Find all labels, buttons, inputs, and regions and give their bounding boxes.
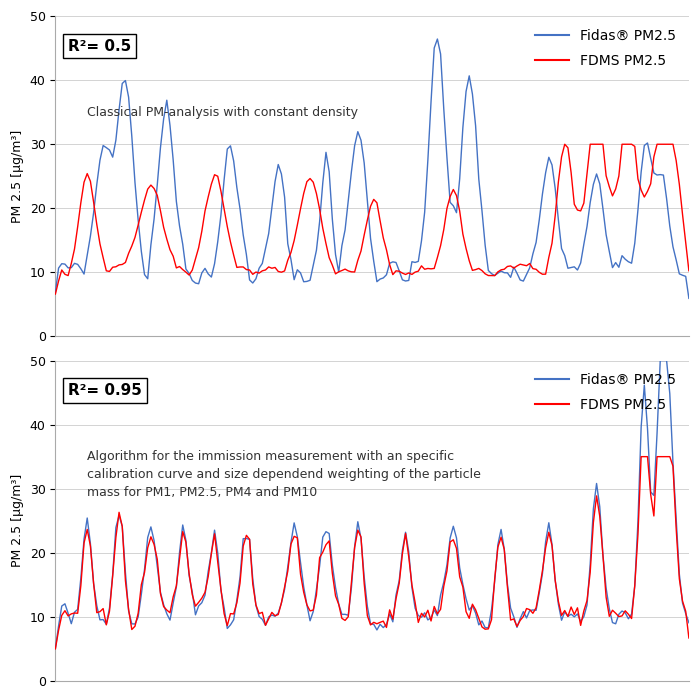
Y-axis label: PM 2.5 [μg/m³]: PM 2.5 [μg/m³]	[11, 474, 24, 567]
Text: Classical PM-analysis with constant density: Classical PM-analysis with constant dens…	[87, 106, 358, 119]
Text: Algorithm for the immission measurement with an specific
calibration curve and s: Algorithm for the immission measurement …	[87, 450, 481, 499]
Legend: Fidas® PM2.5, FDMS PM2.5: Fidas® PM2.5, FDMS PM2.5	[529, 23, 682, 74]
Text: R²= 0.5: R²= 0.5	[68, 38, 132, 53]
Legend: Fidas® PM2.5, FDMS PM2.5: Fidas® PM2.5, FDMS PM2.5	[529, 368, 682, 418]
Text: R²= 0.95: R²= 0.95	[68, 383, 142, 398]
Y-axis label: PM 2.5 [μg/m³]: PM 2.5 [μg/m³]	[11, 130, 24, 223]
